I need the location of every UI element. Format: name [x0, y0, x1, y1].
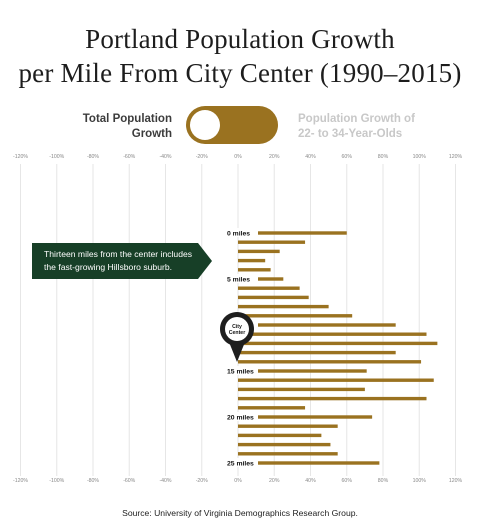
- toggle-label-young-adults[interactable]: Population Growth of 22- to 34-Year-Olds: [298, 112, 438, 142]
- x-tick-top: 40%: [305, 154, 316, 160]
- toggle-knob[interactable]: [190, 110, 220, 140]
- bar-mile-14: [238, 360, 422, 364]
- toggle-label-young-line-1: Population Growth of: [298, 113, 415, 125]
- bar-mile-3: [238, 258, 266, 263]
- bar-mile-20: [238, 415, 373, 419]
- x-tick-top: 20%: [269, 154, 280, 160]
- bar-mile-13: [238, 350, 396, 355]
- bar-mile-19: [238, 406, 306, 410]
- bar-mile-24: [238, 452, 338, 456]
- city-center-marker-icon: City Center: [220, 312, 254, 362]
- x-tick-top: -100%: [49, 154, 64, 160]
- mile-label-bg: [224, 412, 258, 421]
- city-center-pin-inner: [225, 317, 249, 341]
- x-tick-bottom: -100%: [49, 478, 64, 484]
- toggle-label-total-line-1: Total Population: [82, 113, 172, 125]
- x-axis-ticks-top: -120% -100% -80% -60% -40% -20% 0% 20% 40% 60% 80%…: [13, 154, 463, 160]
- bar-mile-9: [238, 314, 353, 318]
- bar-mile-1: [238, 240, 306, 244]
- bar-mile-12: [238, 341, 438, 346]
- x-tick-bottom: -120%: [13, 478, 28, 484]
- x-tick-bottom: 60%: [342, 478, 353, 484]
- x-tick-top: 80%: [378, 154, 389, 160]
- toggle-label-total-line-2: Growth: [131, 128, 172, 140]
- chart-title-line-2: per Mile From City Center (1990–2015): [18, 58, 462, 88]
- x-tick-bottom: 40%: [305, 478, 316, 484]
- toggle-label-total-population[interactable]: Total Population Growth: [60, 112, 172, 142]
- bar-mile-6: [238, 286, 300, 290]
- toggle-label-young-line-2: 22- to 34-Year-Olds: [298, 128, 403, 140]
- mile-label: 15 miles: [227, 368, 254, 375]
- bar-mile-0: [238, 231, 347, 235]
- bar-mile-7: [238, 295, 309, 300]
- callout-line-1: Thirteen miles from the center includes: [44, 249, 193, 259]
- x-tick-bottom: 20%: [269, 478, 280, 484]
- x-tick-top: -20%: [196, 154, 208, 160]
- x-tick-top: -40%: [159, 154, 171, 160]
- mile-label: 25 miles: [227, 460, 254, 467]
- city-center-label-line-2: Center: [229, 330, 245, 336]
- x-tick-top: 60%: [342, 154, 353, 160]
- x-tick-bottom: 120%: [449, 478, 463, 484]
- callout-arrow-icon: [198, 243, 212, 279]
- bar-mile-21: [238, 424, 338, 428]
- x-tick-bottom: -60%: [123, 478, 135, 484]
- bar-mile-5: [238, 277, 284, 281]
- x-axis-ticks-bottom: -120% -100% -80% -60% -40% -20% 0% 20% 40% 60% 80%…: [13, 478, 463, 484]
- mile-label-bg: [224, 274, 258, 283]
- x-tick-bottom: -40%: [159, 478, 171, 484]
- x-tick-bottom: -80%: [87, 478, 99, 484]
- bar-mile-2: [238, 249, 280, 254]
- mile-label-bg: [224, 458, 258, 467]
- population-growth-chart: -120% -100% -80% -60% -40% -20% 0% 20% 40% 60% 80%…: [13, 154, 463, 484]
- bar-mile-4: [238, 268, 271, 272]
- x-tick-top: -120%: [13, 154, 28, 160]
- bar-series: [238, 231, 438, 465]
- bar-mile-10: [238, 323, 396, 327]
- bar-mile-16: [238, 378, 434, 382]
- grid-lines: [20, 164, 456, 476]
- x-tick-top: 0%: [234, 154, 242, 160]
- callout-hillsboro: Thirteen miles from the center includes …: [32, 243, 198, 279]
- x-tick-bottom: -20%: [196, 478, 208, 484]
- x-tick-top: 100%: [413, 154, 427, 160]
- city-center-pin-tip: [229, 342, 245, 362]
- bar-mile-22: [238, 433, 322, 438]
- bar-mile-8: [238, 304, 329, 309]
- chart-title-line-1: Portland Population Growth: [85, 24, 395, 54]
- source-note: Source: University of Virginia Demograph…: [122, 508, 358, 518]
- mile-label: 5 miles: [227, 276, 250, 283]
- city-center-label-line-1: City: [232, 324, 242, 330]
- bar-mile-15: [238, 369, 367, 373]
- mile-label-bg: [224, 228, 258, 237]
- mile-label: 20 miles: [227, 414, 254, 421]
- x-tick-bottom: 0%: [234, 478, 242, 484]
- callout-line-2: the fast-growing Hillsboro suburb.: [44, 262, 173, 272]
- x-tick-top: -80%: [87, 154, 99, 160]
- bar-mile-17: [238, 387, 365, 392]
- x-tick-top: 120%: [449, 154, 463, 160]
- bar-mile-23: [238, 442, 331, 447]
- bar-mile-18: [238, 396, 427, 401]
- bar-mile-25: [238, 461, 380, 465]
- x-tick-bottom: 100%: [413, 478, 427, 484]
- mile-label-bg: [224, 366, 258, 375]
- bar-mile-11: [238, 332, 427, 336]
- population-toggle-switch[interactable]: [186, 106, 278, 144]
- x-tick-top: -60%: [123, 154, 135, 160]
- x-tick-bottom: 80%: [378, 478, 389, 484]
- mile-label: 0 miles: [227, 230, 250, 237]
